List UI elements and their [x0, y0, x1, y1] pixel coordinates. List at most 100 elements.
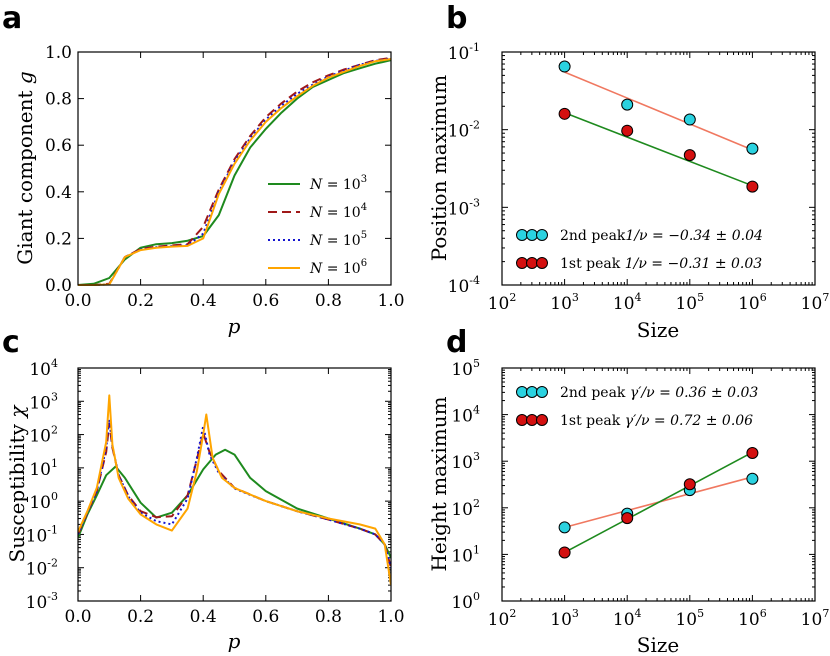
panel-d-xtick-label-base: 10	[675, 610, 697, 630]
panel-a-series-line-2	[78, 57, 392, 286]
panel-c-xtick-label: 0.8	[315, 607, 342, 627]
panel-d-legend-marker	[536, 386, 548, 398]
panel-c-ytick-label-base: 10	[29, 393, 51, 413]
panel-a-ytick-label: 1.0	[45, 43, 72, 63]
panel-b-ytick-label-exp: -4	[469, 274, 480, 287]
panel-c-ytick-label: 101	[29, 457, 58, 480]
panel-b-xtick-label: 107	[801, 291, 830, 314]
panel-a-legend-var: N	[309, 177, 323, 193]
panel-a-legend-exp: 4	[361, 202, 367, 213]
panel-b-xtick-label: 103	[550, 291, 579, 314]
panel-d-legend: 2nd peak γ′/ν = 0.36 ± 0.03 1st peak γ′/ν…	[516, 385, 758, 429]
panel-c-ytick-label: 102	[29, 424, 58, 447]
panel-d-legend-name: 1st peak	[560, 413, 625, 429]
panel-b-point-s1-1	[621, 124, 634, 137]
panel-b-ytick-label: 10-3	[448, 196, 480, 219]
panel-d-ytick-label-base: 10	[451, 453, 473, 473]
panel-b-xtick-label-exp: 3	[572, 291, 579, 304]
panel-d-ytick-label-exp: 2	[473, 497, 480, 510]
panel-d-fit-line-1	[564, 451, 753, 554]
panel-b-point-s1-0	[558, 107, 571, 120]
panel-c-ytick-label-exp: 3	[51, 390, 58, 403]
panel-a: a Giant component g p 0.0 0.2 0.4 0.6 0.8 1.0…	[2, 1, 405, 338]
panel-a-legend-var: N	[309, 205, 323, 221]
panel-c-series-line-1	[78, 422, 391, 568]
panel-c-xtick-label: 0.0	[64, 607, 91, 627]
panel-letter-d: d	[446, 325, 467, 360]
panel-c-ytick-label-exp: -2	[47, 557, 58, 570]
panel-d-legend-label: 2nd peak γ′/ν = 0.36 ± 0.03	[560, 385, 758, 401]
panel-d-legend-marker	[526, 414, 538, 426]
panel-d-ytick-label-base: 10	[451, 593, 473, 613]
panel-b-legend: 2nd peak1/ν = −0.34 ± 0.04 1st peak 1/ν =…	[516, 228, 763, 272]
panel-d: d Height maximum Size 102 103 104 105 106 107…	[427, 325, 829, 656]
panel-d-legend-formula: γ′/ν = 0.72 ± 0.06	[625, 413, 753, 429]
panel-b-xtick-label: 104	[613, 291, 642, 314]
panel-d-ytick-label-exp: 5	[473, 357, 480, 370]
panel-d-xtick-label: 107	[801, 607, 830, 630]
panel-b-xtick-label-base: 10	[613, 294, 635, 314]
panel-b-legend-marker	[526, 257, 538, 269]
panel-d-xtick-label-exp: 4	[635, 607, 642, 620]
panel-b-xtick-label-base: 10	[488, 294, 510, 314]
panel-b-ytick-label-exp: -3	[469, 196, 480, 209]
panel-b-legend-name: 1st peak	[560, 256, 625, 272]
panel-c-ytick-label: 10-2	[26, 557, 58, 580]
panel-a-series-line-0	[77, 59, 392, 286]
panel-a-legend-eq: = 10	[322, 177, 360, 193]
panel-d-ytick-label-base: 10	[451, 407, 473, 427]
panel-b-ytick-label-base: 10	[448, 199, 470, 219]
panel-a-xtick-label: 0.6	[252, 291, 279, 311]
panel-c-xtick-label: 1.0	[377, 607, 404, 627]
panel-a-series-line-3	[78, 58, 392, 286]
panel-a-legend-exp: 6	[361, 258, 367, 269]
panel-b-legend-label: 1st peak 1/ν = −0.31 ± 0.03	[560, 256, 762, 272]
panel-letter-c: c	[2, 325, 20, 360]
panel-d-ytick-label-exp: 3	[473, 450, 480, 463]
panel-a-ylabel: Giant component g	[13, 71, 37, 264]
panel-b-legend-formula: 1/ν = −0.34 ± 0.04	[625, 228, 762, 244]
panel-d-xtick-label: 104	[613, 607, 642, 630]
panel-c-ytick-label-base: 10	[29, 427, 51, 447]
panel-c-ylabel: Susceptibility χ	[5, 404, 29, 563]
panel-a-legend-exp: 5	[361, 230, 367, 241]
panel-b-xtick-label-exp: 7	[822, 291, 829, 304]
panel-d-legend-marker	[516, 414, 528, 426]
panel-b-legend-formula: 1/ν = −0.31 ± 0.03	[625, 256, 763, 272]
panel-b-xtick-label-base: 10	[738, 294, 760, 314]
panel-d-ylabel: Height maximum	[427, 396, 451, 571]
panel-b-xtick-label: 106	[738, 291, 767, 314]
panel-d-ytick-label-base: 10	[451, 546, 473, 566]
panel-d-legend-marker	[516, 386, 528, 398]
panel-c-series-line-2	[78, 418, 391, 568]
panel-b-legend-marker	[536, 257, 548, 269]
panel-d-ytick-label: 104	[451, 404, 480, 427]
panel-b-point-s0-0	[558, 60, 571, 73]
panel-d-xtick-label: 102	[488, 607, 517, 630]
panel-b-fit-line-1	[564, 112, 753, 187]
panel-d-xtick-label-base: 10	[613, 610, 635, 630]
panel-b-legend-label: 2nd peak1/ν = −0.34 ± 0.04	[560, 228, 763, 244]
panel-a-ytick-label: 0.2	[45, 229, 72, 249]
panel-a-legend-label: N = 103	[309, 174, 367, 193]
panel-b-point-s1-2	[683, 149, 696, 162]
panel-c-ytick-label-base: 10	[29, 460, 51, 480]
panel-b-ytick-label-exp: -2	[469, 119, 480, 132]
panel-c-ytick-label-base: 10	[26, 593, 48, 613]
panel-b-point-s0-1	[621, 98, 634, 111]
panel-c-ytick-label: 103	[29, 390, 58, 413]
panel-c-ytick-label-exp: 4	[51, 357, 58, 370]
panel-a-legend-eq: = 10	[322, 205, 360, 221]
panel-a-xtick-label: 0.0	[64, 291, 91, 311]
panel-c-ytick-label-base: 10	[26, 526, 48, 546]
panel-d-xlabel: Size	[637, 633, 679, 656]
panel-c-ytick-label: 10-1	[26, 523, 58, 546]
panel-b-xtick-label: 102	[488, 291, 517, 314]
panel-d-ytick-label-exp: 0	[473, 590, 480, 603]
panel-letter-b: b	[446, 1, 467, 36]
panel-c-ytick-label-exp: 0	[51, 490, 58, 503]
panel-d-ytick-label-exp: 1	[473, 543, 480, 556]
panel-d-xtick-label: 103	[550, 607, 579, 630]
panel-b-ytick-label: 10-4	[448, 274, 480, 297]
panel-d-xtick-label: 106	[738, 607, 767, 630]
